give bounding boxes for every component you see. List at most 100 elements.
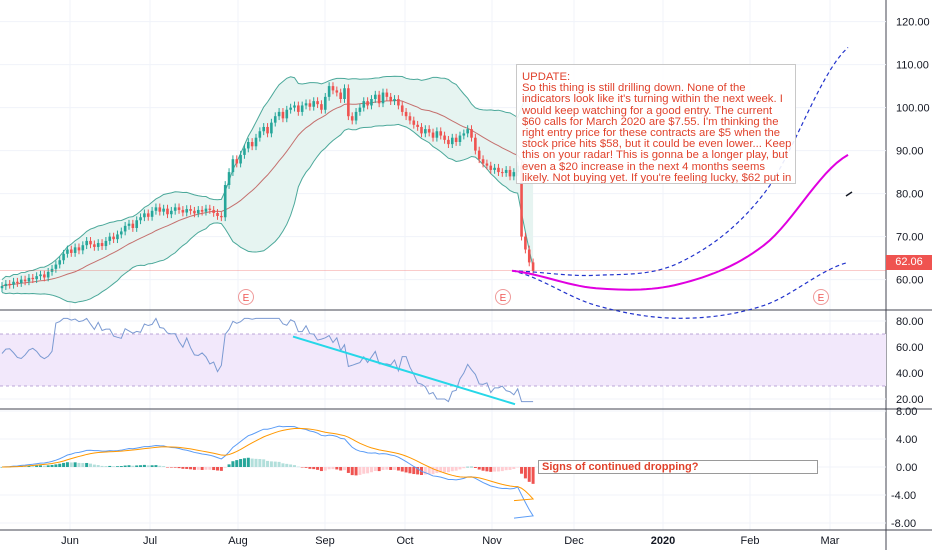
- candle-body: [200, 209, 204, 212]
- rsi-tick-label: 80.00: [896, 316, 924, 328]
- earnings-marker-label: E: [500, 293, 507, 304]
- macd-histogram-bar: [416, 467, 420, 475]
- candle-body: [96, 243, 100, 247]
- macd-histogram-bar: [373, 467, 377, 472]
- candle-body: [424, 129, 427, 134]
- macd-histogram-bar: [439, 467, 443, 473]
- macd-histogram-bar: [131, 465, 135, 467]
- candle-body: [177, 207, 181, 210]
- macd-histogram-bar: [504, 467, 508, 471]
- macd-tick-label: -8.00: [891, 518, 916, 530]
- macd-histogram-bar: [112, 466, 116, 467]
- candle-body: [170, 210, 173, 215]
- macd-histogram-bar: [304, 467, 308, 468]
- macd-signal-line: [1, 427, 535, 502]
- macd-histogram-bar: [158, 465, 162, 467]
- candle-body: [247, 142, 250, 149]
- axes: 60.00 70.00 80.00 90.00 100.00 110.00 120.00 20…: [61, 17, 930, 547]
- candle-body: [81, 245, 85, 251]
- candle-body: [123, 225, 127, 232]
- candle-body: [120, 231, 123, 235]
- candle-body: [166, 208, 169, 215]
- macd-histogram-bar: [96, 465, 100, 467]
- candle-body: [404, 111, 408, 117]
- candle-body: [131, 223, 135, 228]
- candle-body: [12, 281, 15, 285]
- candle-body: [162, 208, 165, 212]
- macd-histogram-bar: [427, 467, 431, 475]
- macd-histogram-bar: [189, 467, 193, 470]
- candle-body: [285, 109, 289, 119]
- candle-body: [420, 126, 423, 134]
- macd-histogram-bar: [292, 465, 296, 467]
- candle-body: [62, 253, 65, 261]
- macd-histogram-bar: [58, 463, 62, 467]
- candle-body: [104, 240, 108, 247]
- candle-body: [185, 209, 189, 213]
- macd-histogram-bar: [223, 467, 227, 468]
- macd-histogram-bar: [262, 459, 266, 467]
- macd-histogram-bar: [54, 464, 58, 467]
- macd-histogram-bar: [300, 467, 304, 468]
- candle-body: [431, 132, 435, 138]
- candle-body: [331, 86, 335, 91]
- candle-body: [281, 111, 285, 119]
- candle-body: [77, 247, 81, 251]
- candle-body: [481, 159, 485, 164]
- macd-histogram-bar: [235, 460, 239, 467]
- candle-body: [235, 159, 239, 164]
- macd-histogram-bar: [466, 466, 470, 468]
- macd-histogram-bar: [289, 464, 293, 467]
- candle-body: [320, 104, 323, 110]
- macd-histogram-bar: [165, 467, 169, 468]
- candle-body: [493, 167, 496, 170]
- macd-histogram-bar: [389, 467, 393, 470]
- macd-histogram-bar: [489, 467, 493, 472]
- rsi-trendline: [292, 335, 516, 406]
- candle-body: [277, 111, 281, 117]
- candle-body: [454, 137, 458, 142]
- macd-histogram-bar: [154, 465, 158, 467]
- candle-body: [231, 159, 235, 173]
- candle-body: [193, 210, 196, 214]
- candle-body: [400, 105, 404, 112]
- macd-histogram-bar: [266, 460, 270, 467]
- candle-body: [143, 213, 146, 218]
- earnings-marker-label: E: [243, 293, 250, 304]
- candle-body: [450, 137, 454, 145]
- candle-body: [366, 101, 369, 106]
- candle-body: [485, 163, 489, 166]
- candle-body: [273, 116, 277, 123]
- candle-body: [89, 240, 92, 245]
- macd-histogram-bar: [446, 467, 450, 473]
- candle-body: [85, 240, 88, 246]
- candle-body: [4, 283, 8, 287]
- x-tick-label: Jul: [143, 535, 157, 547]
- candle-body: [339, 92, 342, 99]
- candle-body: [127, 223, 131, 226]
- candle-body: [250, 142, 254, 147]
- macd-histogram-bar: [396, 467, 400, 471]
- x-tick-label: Oct: [396, 535, 413, 547]
- macd-histogram-bar: [104, 466, 108, 467]
- macd-histogram-bar: [162, 466, 166, 467]
- candle-body: [520, 165, 523, 237]
- candle-body: [112, 236, 115, 240]
- candle-body: [54, 264, 58, 269]
- macd-histogram-bar: [177, 467, 181, 469]
- macd-histogram-bar: [85, 462, 89, 467]
- macd-histogram-bar: [527, 467, 531, 482]
- macd-histogram-bar: [343, 467, 347, 471]
- macd-histogram-bar: [423, 467, 427, 475]
- macd-histogram-bar: [296, 466, 300, 468]
- candle-body: [204, 208, 208, 212]
- macd-histogram-bar: [454, 467, 458, 471]
- candle-body: [35, 276, 38, 280]
- bollinger-band-fill: [2, 76, 534, 303]
- macd-annotation: Signs of continued dropping?: [538, 460, 818, 474]
- candle-body: [512, 172, 516, 177]
- candle-body: [323, 96, 327, 110]
- macd-histogram-bar: [139, 465, 143, 467]
- candle-body: [216, 212, 219, 216]
- candle-body: [497, 167, 500, 173]
